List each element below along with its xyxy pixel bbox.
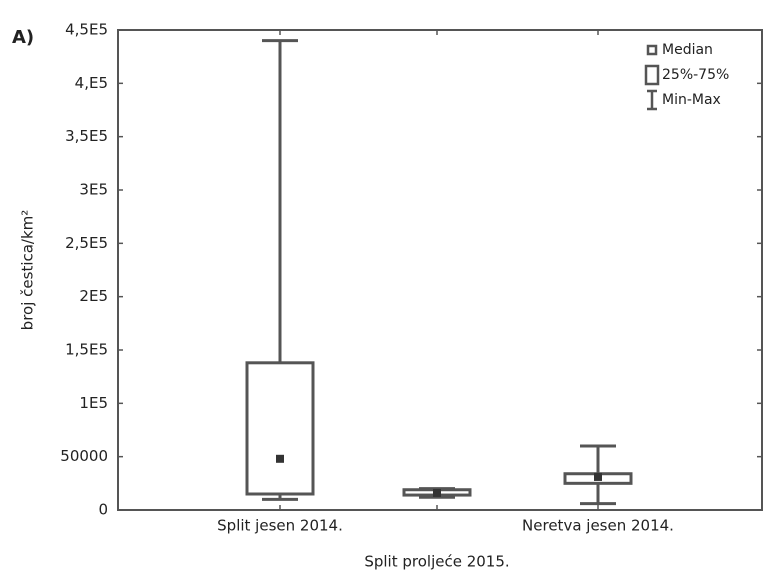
y-tick-label: 4,5E5 <box>65 21 108 39</box>
x-tick-label: Neretva jesen 2014. <box>522 517 674 535</box>
plot-frame <box>117 29 763 511</box>
median <box>433 488 441 497</box>
median <box>276 454 284 463</box>
y-tick-label: 3,5E5 <box>65 127 108 145</box>
legend-label: Min-Max <box>662 92 721 108</box>
panel-label: A) <box>12 27 34 48</box>
legend-median-icon <box>646 44 658 56</box>
y-axis-label: broj čestica/km² <box>19 210 37 331</box>
y-tick-label: 2,5E5 <box>65 234 108 252</box>
y-tick-label: 2E5 <box>79 287 108 305</box>
y-tick-label: 0 <box>98 501 108 519</box>
y-tick-label: 1,5E5 <box>65 341 108 359</box>
x-tick-label: Split jesen 2014. <box>217 517 343 535</box>
y-tick-label: 3E5 <box>79 181 108 199</box>
legend-label: Median <box>662 42 713 58</box>
y-tick-label: 1E5 <box>79 394 108 412</box>
legend-box-icon <box>644 64 660 86</box>
legend-label: 25%-75% <box>662 67 729 83</box>
y-tick-label: 50000 <box>60 447 108 465</box>
x-tick-label: Split proljeće 2015. <box>364 553 509 571</box>
box <box>245 361 315 496</box>
median <box>594 472 602 481</box>
y-tick-label: 4,E5 <box>75 74 108 92</box>
